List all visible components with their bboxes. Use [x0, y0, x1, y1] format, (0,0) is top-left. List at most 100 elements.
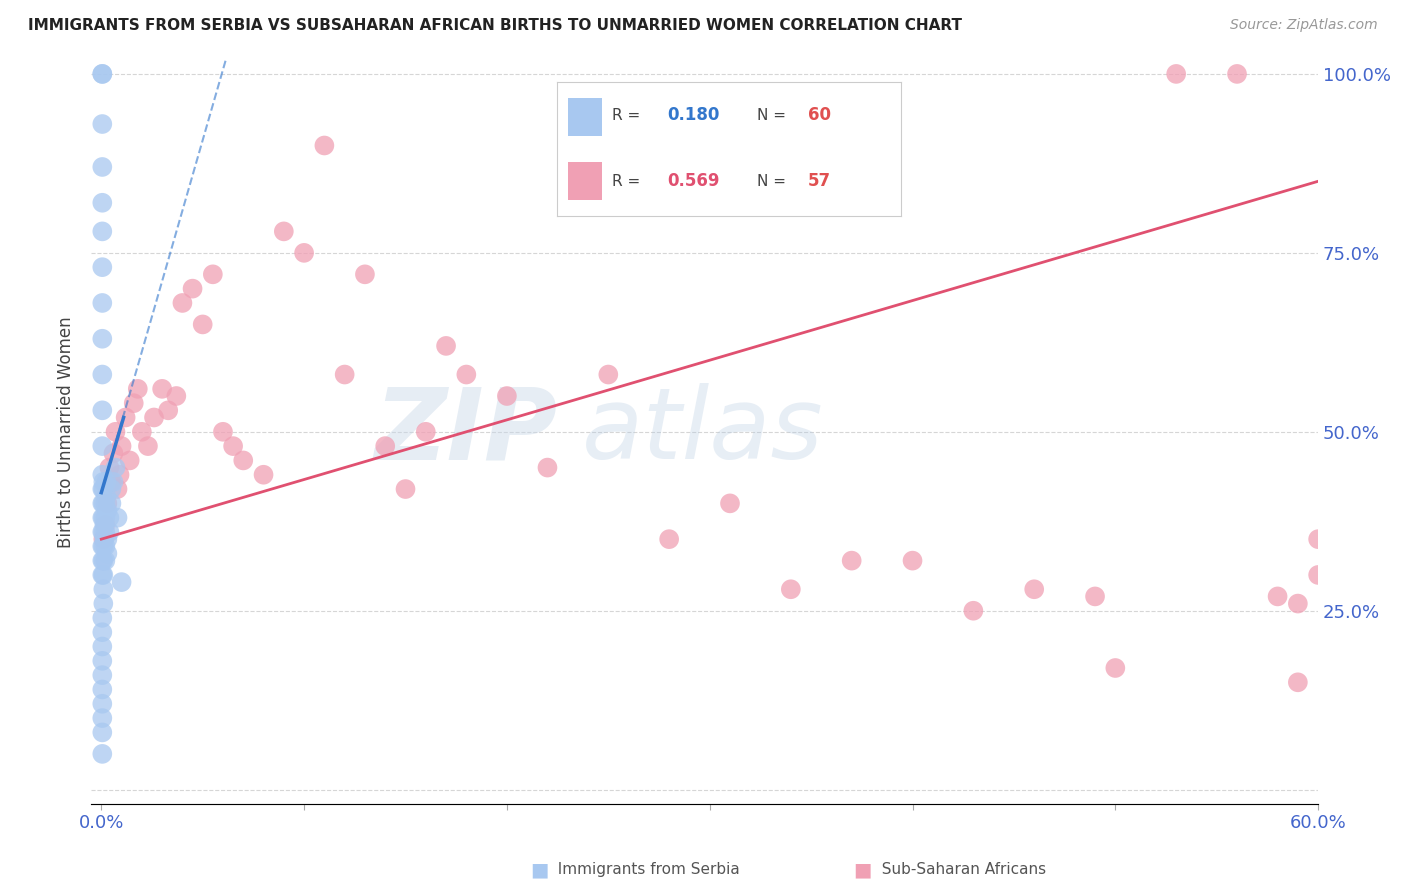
- Point: [104, 425, 127, 439]
- Point: [103, 446, 125, 460]
- Point: [841, 554, 863, 568]
- Point: [98, 524, 121, 539]
- Point: [779, 582, 801, 597]
- Text: ■: ■: [853, 860, 872, 880]
- Point: [91, 296, 114, 310]
- Point: [1226, 67, 1249, 81]
- Point: [91, 554, 114, 568]
- Point: [201, 268, 224, 282]
- Point: [658, 532, 681, 546]
- Point: [1286, 597, 1309, 611]
- Point: [1267, 590, 1289, 604]
- Point: [91, 554, 114, 568]
- Point: [143, 410, 166, 425]
- Point: [104, 460, 127, 475]
- Point: [127, 382, 149, 396]
- Point: [96, 489, 118, 503]
- Point: [181, 282, 204, 296]
- Point: [91, 539, 114, 553]
- Point: [91, 747, 114, 761]
- Point: [91, 224, 114, 238]
- Point: [100, 496, 122, 510]
- Point: [91, 260, 114, 275]
- Point: [1084, 590, 1107, 604]
- Point: [91, 597, 114, 611]
- Point: [94, 524, 117, 539]
- Point: [456, 368, 478, 382]
- Point: [222, 439, 245, 453]
- Point: [901, 554, 924, 568]
- Point: [108, 467, 131, 482]
- Point: [91, 524, 114, 539]
- Point: [98, 510, 121, 524]
- Point: [191, 318, 214, 332]
- Point: [1308, 568, 1330, 582]
- Point: [333, 368, 356, 382]
- Point: [598, 368, 620, 382]
- Point: [91, 117, 114, 131]
- Point: [91, 67, 114, 81]
- Point: [1024, 582, 1046, 597]
- Point: [962, 604, 984, 618]
- Point: [110, 439, 132, 453]
- Point: [94, 517, 117, 532]
- Point: [1166, 67, 1188, 81]
- Point: [110, 575, 132, 590]
- Point: [91, 482, 114, 496]
- Point: [91, 160, 114, 174]
- Point: [172, 296, 194, 310]
- Point: [354, 268, 377, 282]
- Point: [96, 496, 118, 510]
- Point: [91, 524, 114, 539]
- Point: [91, 496, 114, 510]
- Point: [91, 510, 114, 524]
- Text: ■: ■: [530, 860, 548, 880]
- Point: [122, 396, 145, 410]
- Point: [212, 425, 235, 439]
- Point: [100, 475, 122, 489]
- Point: [91, 403, 114, 417]
- Point: [91, 475, 114, 489]
- Point: [93, 532, 115, 546]
- Point: [1308, 532, 1330, 546]
- Y-axis label: Births to Unmarried Women: Births to Unmarried Women: [58, 316, 75, 548]
- Text: ZIP: ZIP: [374, 384, 557, 480]
- Text: IMMIGRANTS FROM SERBIA VS SUBSAHARAN AFRICAN BIRTHS TO UNMARRIED WOMEN CORRELATI: IMMIGRANTS FROM SERBIA VS SUBSAHARAN AFR…: [28, 18, 962, 33]
- Point: [91, 67, 114, 81]
- Point: [415, 425, 437, 439]
- Point: [91, 582, 114, 597]
- Point: [91, 568, 114, 582]
- Point: [93, 517, 115, 532]
- Point: [100, 482, 122, 496]
- Point: [114, 410, 136, 425]
- Point: [496, 389, 519, 403]
- Point: [232, 453, 254, 467]
- Text: Sub-Saharan Africans: Sub-Saharan Africans: [872, 863, 1046, 877]
- Point: [292, 245, 315, 260]
- Point: [131, 425, 153, 439]
- Point: [91, 711, 114, 725]
- Point: [91, 568, 114, 582]
- Point: [91, 697, 114, 711]
- Point: [94, 539, 117, 553]
- Point: [91, 332, 114, 346]
- Point: [96, 546, 118, 560]
- Text: atlas: atlas: [582, 384, 824, 480]
- Point: [91, 625, 114, 640]
- Point: [157, 403, 180, 417]
- Point: [91, 725, 114, 739]
- Point: [91, 668, 114, 682]
- Point: [718, 496, 741, 510]
- Point: [536, 460, 558, 475]
- Point: [91, 532, 114, 546]
- Point: [394, 482, 416, 496]
- Text: Source: ZipAtlas.com: Source: ZipAtlas.com: [1230, 18, 1378, 32]
- Point: [91, 654, 114, 668]
- Point: [94, 510, 117, 524]
- Point: [91, 482, 114, 496]
- Point: [150, 382, 173, 396]
- Point: [98, 460, 121, 475]
- Point: [94, 496, 117, 510]
- Point: [91, 611, 114, 625]
- Point: [91, 510, 114, 524]
